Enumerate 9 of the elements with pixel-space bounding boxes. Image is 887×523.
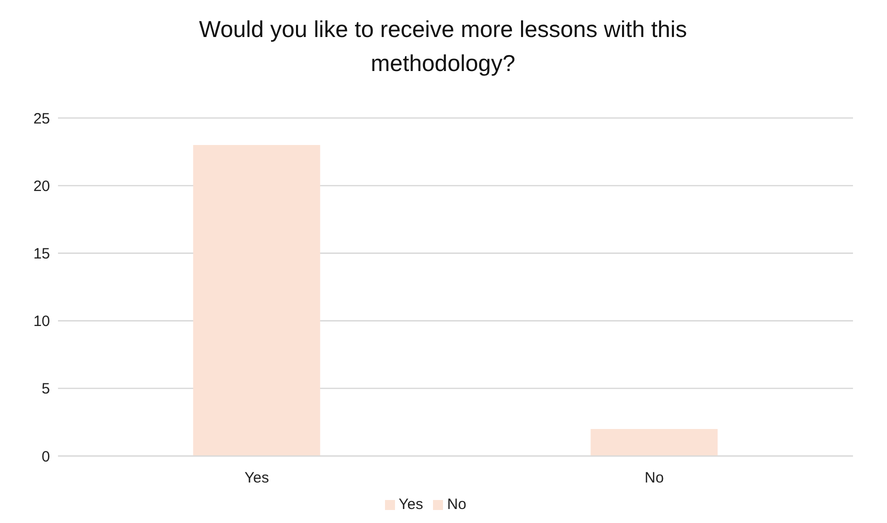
y-tick-label: 10 [33, 313, 50, 330]
chart-title: Would you like to receive more lessons with this methodology? [198, 15, 688, 78]
y-tick-label: 25 [33, 110, 50, 128]
y-tick-label: 0 [42, 448, 50, 466]
y-tick-label: 20 [33, 178, 50, 195]
y-tick-label: 5 [42, 380, 50, 398]
legend-label: No [447, 496, 466, 513]
legend-label: Yes [398, 496, 424, 513]
y-tick-label: 15 [33, 246, 50, 263]
